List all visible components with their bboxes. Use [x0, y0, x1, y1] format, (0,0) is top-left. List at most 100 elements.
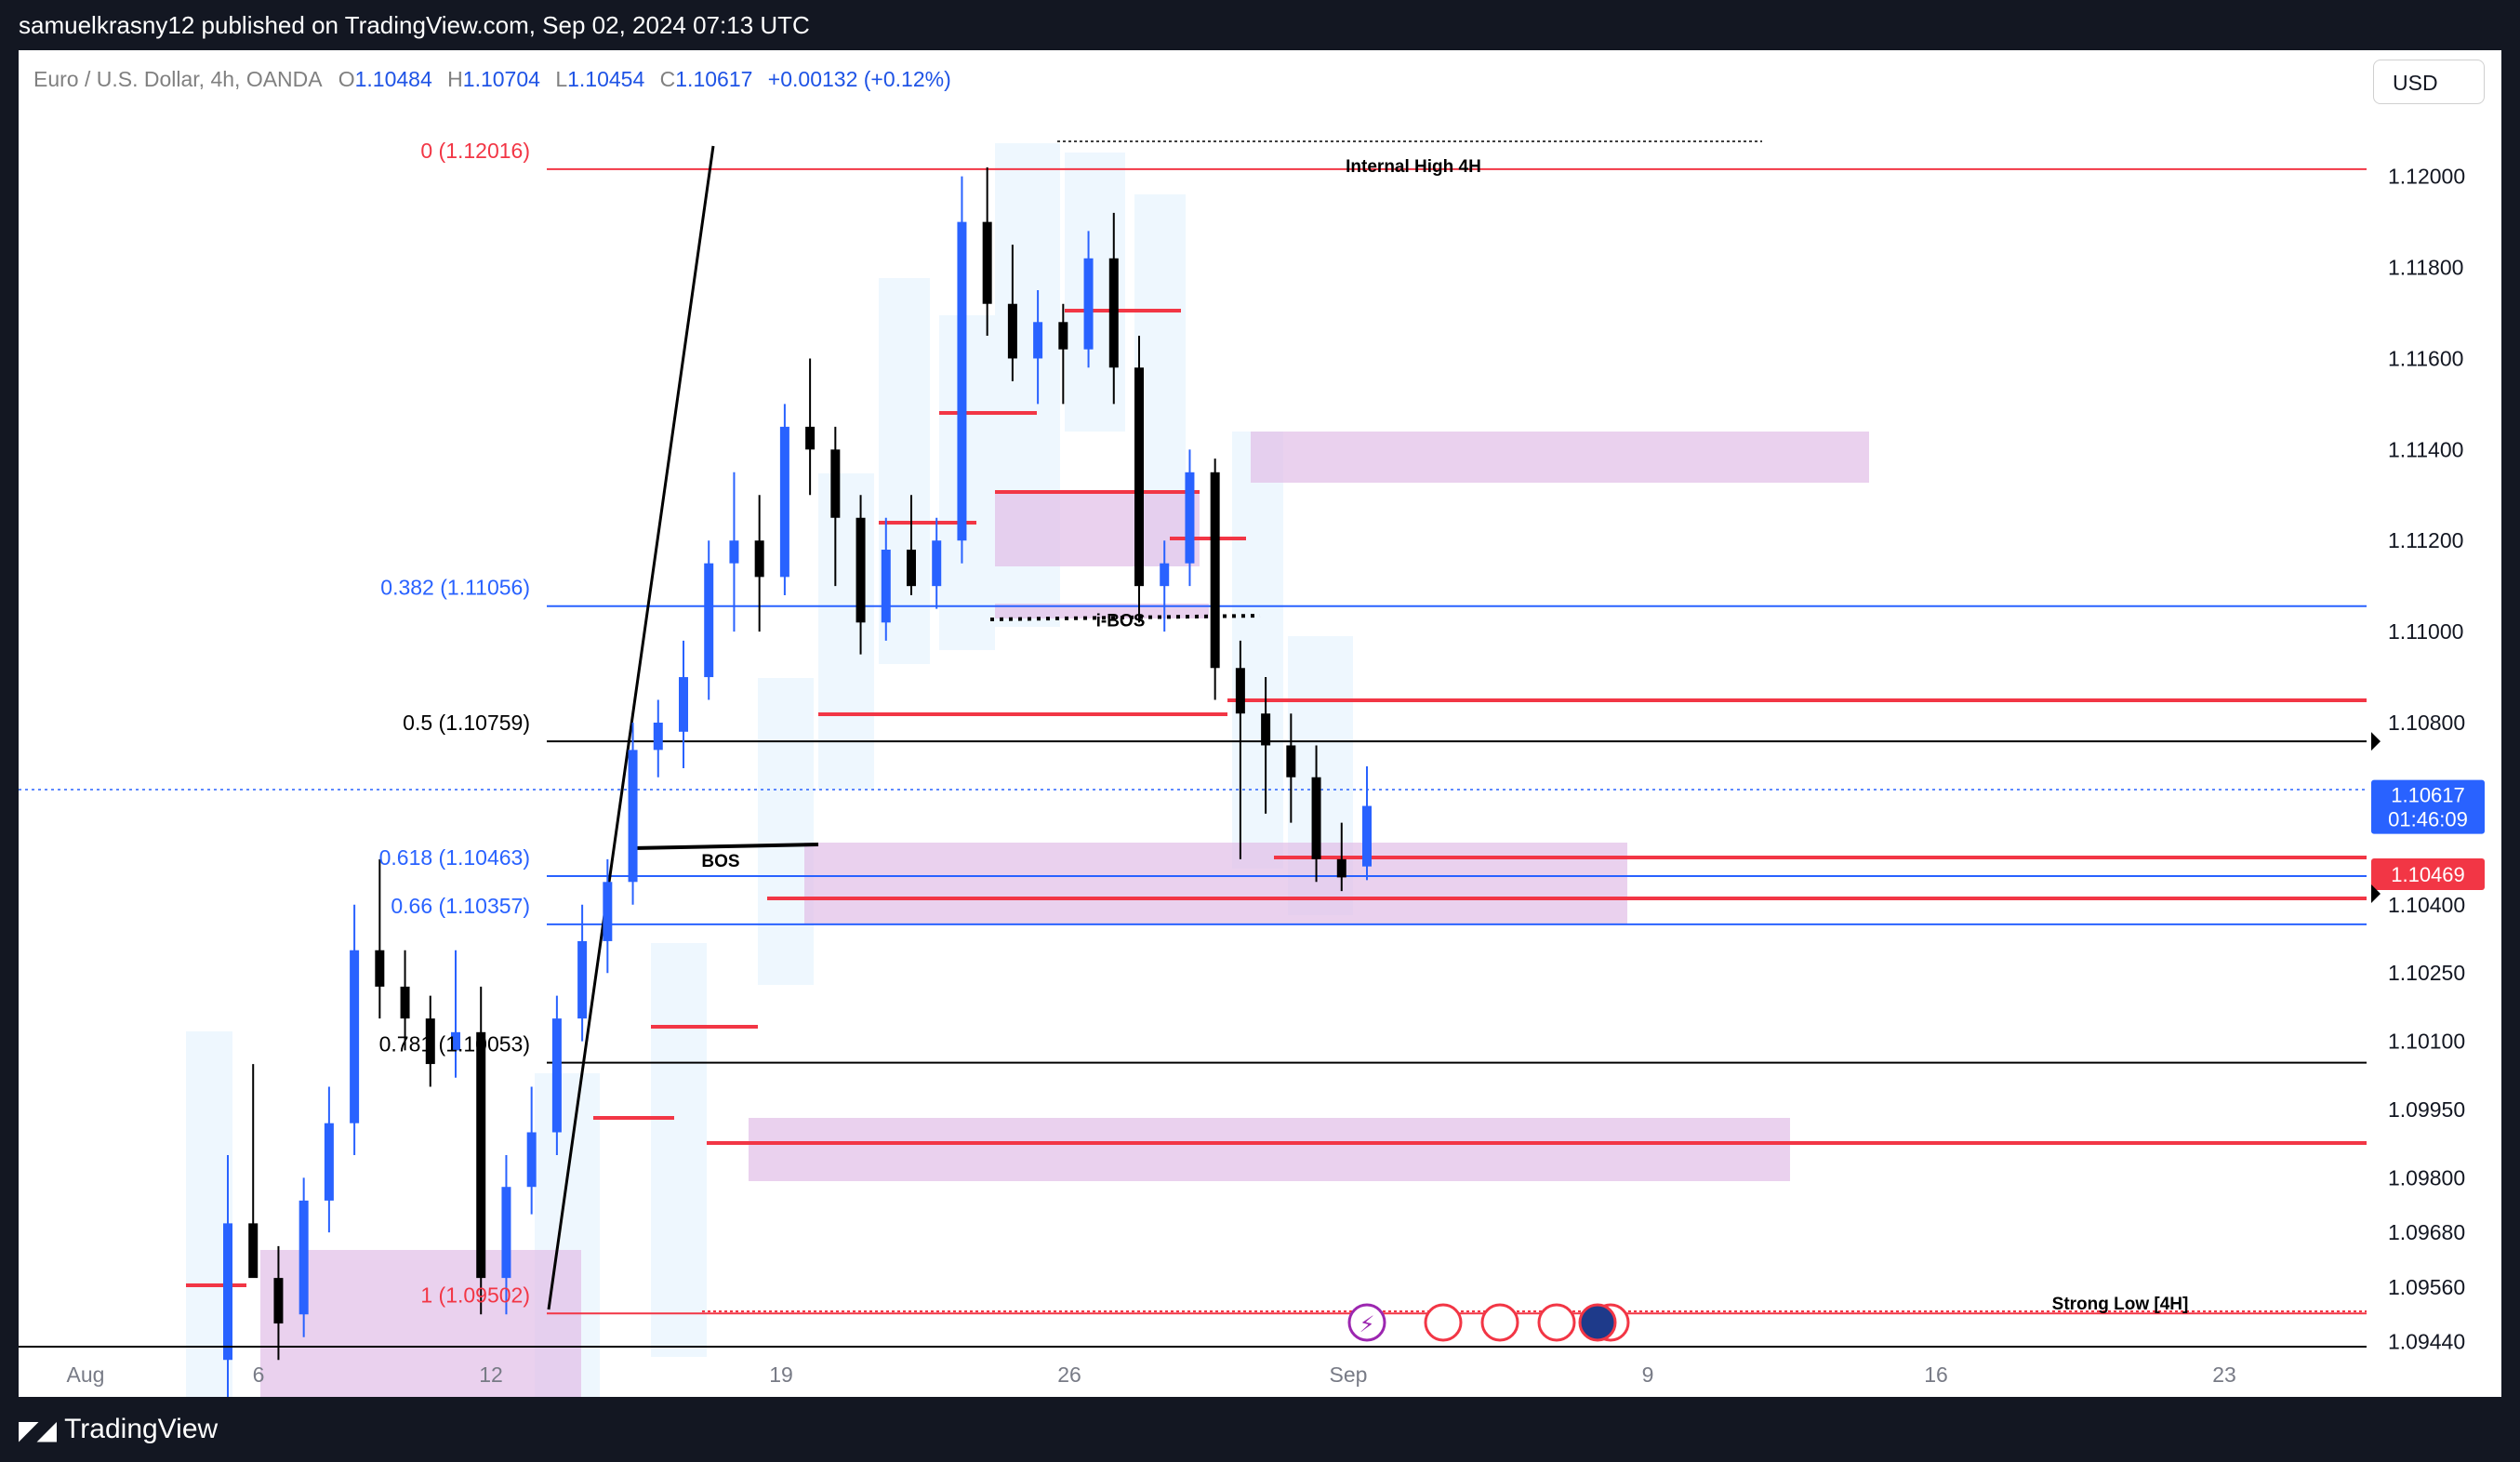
legend-symbol[interactable]: Euro / U.S. Dollar, 4h, OANDA	[33, 67, 322, 91]
candle-body	[298, 1200, 309, 1315]
fib-label: 0.66 (1.10357)	[391, 894, 530, 918]
candle-body	[1210, 472, 1220, 669]
y-tick-label: 1.11600	[2388, 346, 2463, 370]
y-tick-label: 1.12000	[2388, 165, 2465, 189]
candle-body	[425, 1018, 435, 1065]
us-flag-icon[interactable]	[1480, 1303, 1519, 1342]
legend-l: 1.10454	[567, 67, 645, 91]
annotation-label: BOS	[701, 852, 739, 871]
candle-body	[1185, 472, 1195, 564]
zone-demand-3	[804, 843, 1627, 924]
candle-body	[1286, 745, 1296, 778]
candle-body	[628, 750, 638, 883]
candle-body	[679, 677, 688, 732]
candle-body	[1033, 322, 1043, 359]
candle-body	[1083, 258, 1094, 350]
candle-body	[932, 540, 942, 587]
legend-c: 1.10617	[675, 67, 753, 91]
currency-button[interactable]: USD	[2373, 60, 2485, 104]
fib-label: 0.382 (1.11056)	[380, 576, 530, 600]
candle-body	[451, 1031, 460, 1051]
eu-flag-icon[interactable]	[1578, 1303, 1617, 1342]
y-axis: 1.12000 1.11800 1.11600 1.11400 1.11200 1.110…	[2371, 165, 2485, 1354]
candle-body	[551, 1018, 562, 1133]
y-tick-label: 1.10100	[2388, 1030, 2465, 1054]
range-box	[758, 678, 814, 985]
labels-layer: 0 (1.12016) 0.382 (1.11056) 0.5 (1.10759) 0…	[379, 139, 2189, 1314]
scale-marker	[2371, 884, 2381, 904]
alert-price-value: 1.10469	[2391, 863, 2465, 886]
publisher-header: samuelkrasny12 published on TradingView.…	[0, 0, 2520, 50]
y-tick-label: 1.09800	[2388, 1165, 2465, 1190]
candle-body	[1362, 805, 1372, 867]
y-tick-label: 1.11400	[2388, 437, 2463, 461]
x-tick-label: 9	[1642, 1362, 1654, 1387]
y-tick-label: 1.09440	[2388, 1330, 2465, 1354]
legend-o: 1.10484	[354, 67, 432, 91]
y-tick-label: 1.09680	[2388, 1220, 2465, 1244]
fib-layer	[547, 167, 2367, 1315]
scale-marker	[2371, 732, 2381, 751]
candle-body	[1007, 303, 1017, 359]
us-flag-icon[interactable]	[1537, 1303, 1576, 1342]
candle-body	[501, 1187, 511, 1279]
drawings-layer	[19, 140, 2367, 1312]
fib-label: 0 (1.12016)	[420, 139, 530, 163]
candle-body	[526, 1132, 537, 1188]
y-tick-label: 1.11200	[2388, 528, 2463, 552]
y-tick-label: 1.11000	[2388, 619, 2463, 644]
x-tick-label: 16	[1924, 1362, 1948, 1387]
candle-body	[830, 449, 841, 518]
current-price-value: 1.10617	[2391, 784, 2465, 807]
candle-body	[603, 882, 613, 941]
y-tick-label: 1.10400	[2388, 893, 2465, 917]
fib-label: 0.781 (1.10053)	[379, 1032, 530, 1057]
candle-body	[223, 1223, 232, 1361]
y-tick-label: 1.11800	[2388, 256, 2463, 280]
candle-body	[273, 1278, 284, 1324]
lightning-icon[interactable]	[1347, 1303, 1386, 1342]
legend-c-label: C	[659, 67, 676, 91]
us-flag-icon[interactable]	[1424, 1303, 1463, 1342]
price-chart[interactable]: 0 (1.12016) 0.382 (1.11056) 0.5 (1.10759) 0…	[19, 50, 2501, 1406]
bos-line	[631, 843, 819, 850]
candle-body	[1160, 563, 1170, 587]
publisher-text: samuelkrasny12 published on TradingView.…	[19, 11, 810, 39]
zone-ibos	[995, 604, 1209, 618]
y-tick-label: 1.10800	[2388, 711, 2465, 735]
countdown-value: 01:46:09	[2388, 808, 2468, 831]
range-box	[651, 943, 707, 1357]
x-tick-label: 23	[2212, 1362, 2236, 1387]
fib-label: 0.618 (1.10463)	[379, 845, 530, 870]
brand-name: TradingView	[64, 1414, 219, 1444]
candle-body	[881, 550, 891, 623]
y-tick-label: 1.10250	[2388, 961, 2465, 985]
footer: ◤◢ TradingView	[0, 1397, 2520, 1462]
chart-area[interactable]: 0 (1.12016) 0.382 (1.11056) 0.5 (1.10759) 0…	[19, 50, 2501, 1406]
zones-layer	[186, 143, 1869, 1397]
legend-change: +0.00132 (+0.12%)	[767, 67, 951, 91]
candle-body	[1336, 858, 1346, 878]
price-scale	[2367, 50, 2501, 1397]
annotation-label: i-BOS	[1096, 612, 1146, 631]
legend-h-label: H	[447, 67, 463, 91]
tradingview-logo[interactable]: ◤◢ TradingView	[19, 1414, 218, 1445]
candle-body	[704, 563, 714, 678]
trend-line	[547, 145, 715, 1310]
candle-body	[324, 1123, 334, 1201]
y-tick-label: 1.09560	[2388, 1275, 2465, 1299]
candle-body	[400, 986, 410, 1019]
alert-price-tag	[2371, 858, 2485, 891]
candle-body	[375, 950, 385, 987]
candle-body	[754, 540, 764, 578]
lightning-glyph: ⚡	[1359, 1312, 1375, 1337]
candles-layer	[223, 166, 1372, 1406]
candle-body	[779, 426, 789, 578]
legend-l-label: L	[555, 67, 568, 91]
x-tick-label: Sep	[1330, 1362, 1368, 1387]
candle-body	[476, 1031, 486, 1279]
zone-mid	[995, 492, 1200, 566]
candle-body	[1134, 367, 1144, 587]
x-tick-label: Aug	[67, 1362, 105, 1387]
y-tick-label: 1.09950	[2388, 1097, 2465, 1122]
